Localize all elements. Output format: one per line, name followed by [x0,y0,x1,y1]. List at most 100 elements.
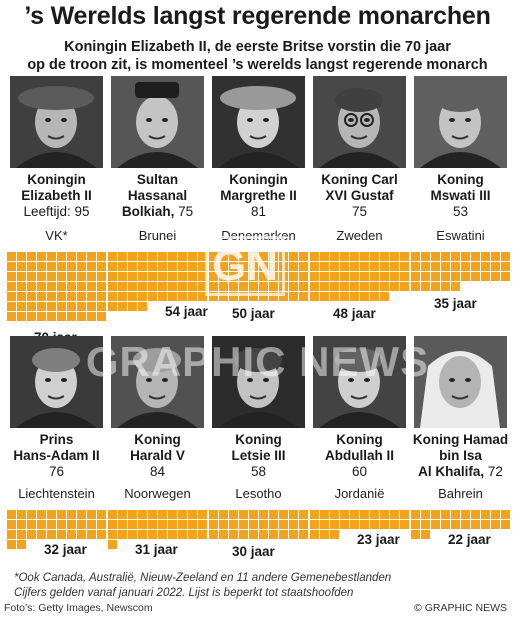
year-square [57,282,66,291]
year-square [188,292,197,301]
year-square [188,262,197,271]
year-square [239,510,248,519]
year-square [360,252,369,261]
year-square [481,262,490,271]
year-square [330,262,339,271]
year-square [128,282,137,291]
year-square [360,272,369,281]
copyright: © GRAPHIC NEWS [414,602,507,614]
year-square [158,520,167,529]
year-square [501,510,510,519]
monarch-age: 75 [178,204,194,219]
year-square [451,252,460,261]
year-square [168,272,177,281]
year-square [97,312,106,321]
monarch-title: Koning [336,432,383,447]
year-square [249,282,258,291]
year-square [108,282,117,291]
year-square [400,520,409,529]
year-square [128,272,137,281]
year-square [27,510,36,519]
year-square [57,262,66,271]
year-square [128,530,137,539]
year-square [87,262,96,271]
year-square [431,510,440,519]
year-square [390,282,399,291]
year-square [249,510,258,519]
year-square [138,520,147,529]
year-square [390,252,399,261]
years-label: 31 jaar [135,542,178,557]
year-square [310,252,319,261]
year-square [87,302,96,311]
year-square [229,262,238,271]
year-square [421,262,430,271]
year-square [138,252,147,261]
year-square [37,520,46,529]
year-square [289,272,298,281]
year-square [370,262,379,271]
year-square [17,312,26,321]
page-title: ’s Werelds langst regerende monarchen [24,2,491,30]
subtitle-line-2: op de troon zit, is momenteel ’s werelds… [27,57,488,73]
monarch-name: Koning Hamad bin Isa Al Khalifa, 72 [410,432,511,480]
year-square [441,272,450,281]
year-square [47,262,56,271]
monarch-name: Koning Carl XVI Gustaf 75 [309,172,410,220]
year-square [138,262,147,271]
years-label: 54 jaar [165,304,208,319]
year-square [289,252,298,261]
year-square [400,252,409,261]
monarch-card: Sultan Hassanal Bolkiah, 75 Brunei 54 jaar [107,76,208,338]
year-square [421,510,430,519]
year-square [249,292,258,301]
year-square [219,252,228,261]
year-square [330,282,339,291]
year-square [198,282,207,291]
year-square [198,252,207,261]
year-square [87,312,96,321]
year-square [350,510,359,519]
portrait-king-glasses-icon [313,76,406,168]
year-square [360,262,369,271]
year-square [370,510,379,519]
portrait-queen-icon [212,76,305,168]
year-square [239,272,248,281]
year-square [350,262,359,271]
year-square [269,262,278,271]
monarch-card: Prins Hans-Adam II 76 Liechtenstein 32 jaar [6,336,107,566]
year-square [471,262,480,271]
year-square [178,282,187,291]
year-square [320,530,329,539]
year-square [481,252,490,261]
year-square [411,252,420,261]
year-square [57,292,66,301]
portrait-king-headdress-icon [414,336,507,428]
year-square [431,252,440,261]
year-square [340,272,349,281]
year-square [431,272,440,281]
year-square [209,272,218,281]
year-square [27,272,36,281]
year-square [269,520,278,529]
year-square [27,520,36,529]
year-square [451,272,460,281]
year-square [451,510,460,519]
year-square [259,530,268,539]
year-square [370,282,379,291]
year-square [411,520,420,529]
year-square [421,530,430,539]
year-square [27,262,36,271]
year-square [97,292,106,301]
year-square [138,302,147,311]
monarch-name-line: Margrethe II [220,188,297,203]
monarch-title: Sultan [136,172,179,187]
year-square [198,530,207,539]
year-square [481,272,490,281]
year-square [370,252,379,261]
year-square [380,262,389,271]
year-square [148,292,157,301]
year-square [229,510,238,519]
year-square [148,510,157,519]
